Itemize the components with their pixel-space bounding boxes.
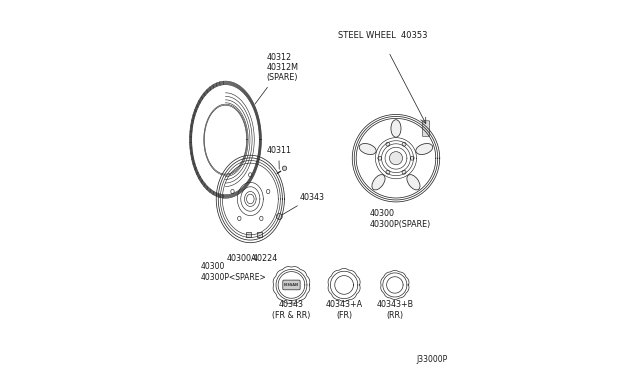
- FancyBboxPatch shape: [246, 232, 251, 237]
- Ellipse shape: [359, 144, 376, 154]
- Text: 40300
40300P<SPARE>: 40300 40300P<SPARE>: [201, 262, 266, 282]
- FancyBboxPatch shape: [422, 121, 429, 137]
- Text: 40300A: 40300A: [226, 254, 257, 263]
- Ellipse shape: [407, 174, 420, 190]
- Circle shape: [276, 214, 282, 219]
- Circle shape: [386, 170, 390, 174]
- Text: 40343: 40343: [282, 193, 324, 215]
- Text: 40343
(FR & RR): 40343 (FR & RR): [272, 300, 310, 320]
- Text: NISSAN: NISSAN: [284, 283, 299, 287]
- FancyBboxPatch shape: [257, 232, 262, 237]
- Text: STEEL WHEEL  40353: STEEL WHEEL 40353: [338, 31, 428, 41]
- Text: 40300
40300P(SPARE): 40300 40300P(SPARE): [369, 209, 431, 230]
- FancyBboxPatch shape: [283, 280, 300, 290]
- Text: 40224: 40224: [253, 254, 278, 263]
- Circle shape: [402, 142, 406, 146]
- Ellipse shape: [391, 120, 401, 137]
- Text: 40343+A
(FR): 40343+A (FR): [326, 300, 363, 320]
- Circle shape: [386, 142, 390, 146]
- Circle shape: [410, 156, 414, 160]
- Text: 40343+B
(RR): 40343+B (RR): [376, 300, 413, 320]
- Text: 40311: 40311: [266, 146, 291, 169]
- Circle shape: [389, 152, 403, 165]
- Text: J33000P: J33000P: [417, 355, 448, 364]
- Circle shape: [402, 170, 406, 174]
- Ellipse shape: [416, 144, 433, 154]
- Circle shape: [378, 156, 382, 160]
- Ellipse shape: [372, 174, 385, 190]
- Circle shape: [282, 166, 287, 170]
- Text: 40312
40312M
(SPARE): 40312 40312M (SPARE): [255, 52, 298, 104]
